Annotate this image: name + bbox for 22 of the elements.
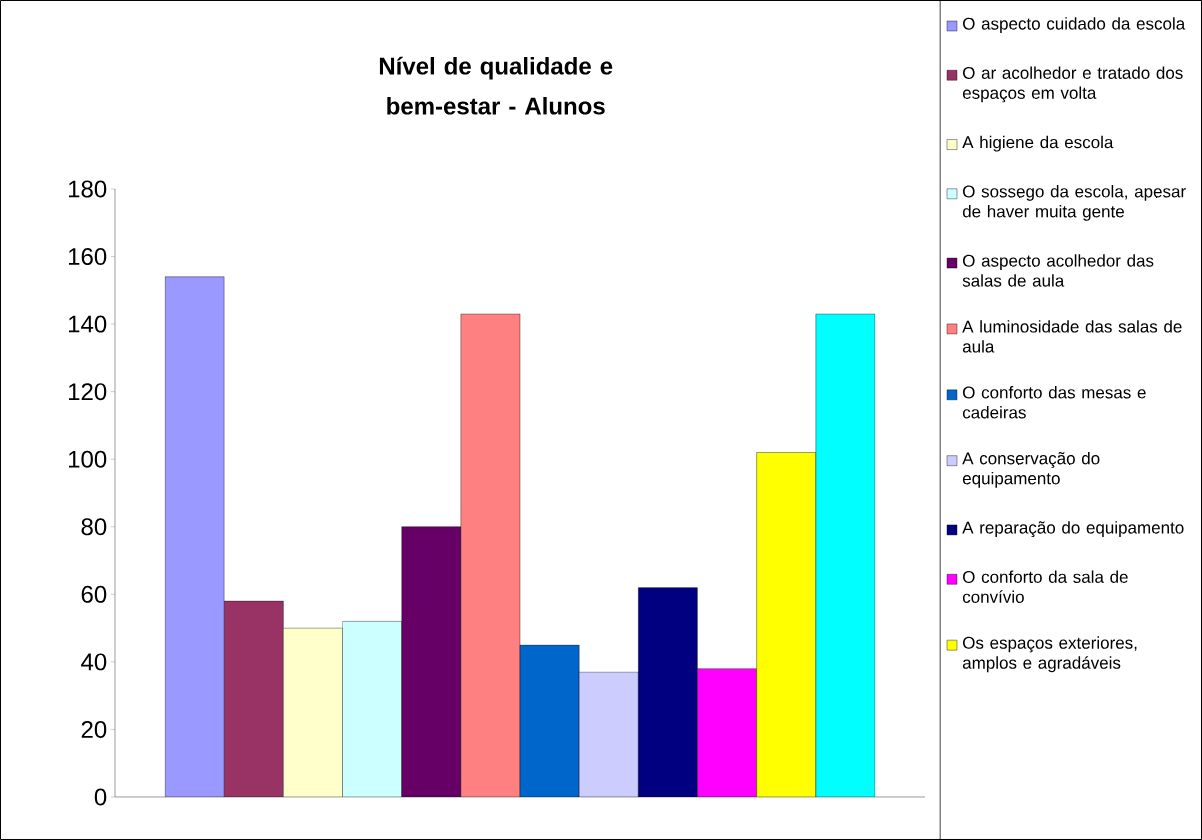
chart-title: Nível de qualidade e bem-estar - Alunos [379,56,613,115]
y-tick-label: 60 [81,585,107,603]
y-tick-label: 80 [81,518,107,536]
legend-label: O sossego da escola, apesar de haver muita gente [962,185,1186,221]
y-tick-label: 140 [69,315,107,333]
legend-label: O conforto das mesas e cadeiras [962,386,1146,419]
y-tick-label: 120 [69,383,107,401]
legend-label: Os espaços exteriores, amplos e agradáveis [962,636,1137,673]
legend-label: O ar acolhedor e tratado dos espaços em volta [962,66,1183,103]
legend-label: O aspecto cuidado da escola [963,17,1186,34]
y-tick-label: 40 [81,653,107,671]
legend-label: A reparação do equipamento [962,521,1184,538]
y-tick-label: 180 [69,180,107,198]
y-tick-label: 20 [81,720,107,738]
legend-label: A luminosidade das salas de aula [962,320,1182,353]
legend-label: O aspecto acolhedor das salas de aula [962,254,1154,287]
legend-label: A conservação do equipamento [962,451,1100,488]
y-tick-label: 100 [69,450,107,468]
y-tick-label: 0 [94,788,107,806]
legend-label: A higiene da escola [962,135,1114,152]
y-tick-label: 160 [69,248,107,266]
legend-label: O conforto da sala de convívio [962,570,1128,603]
